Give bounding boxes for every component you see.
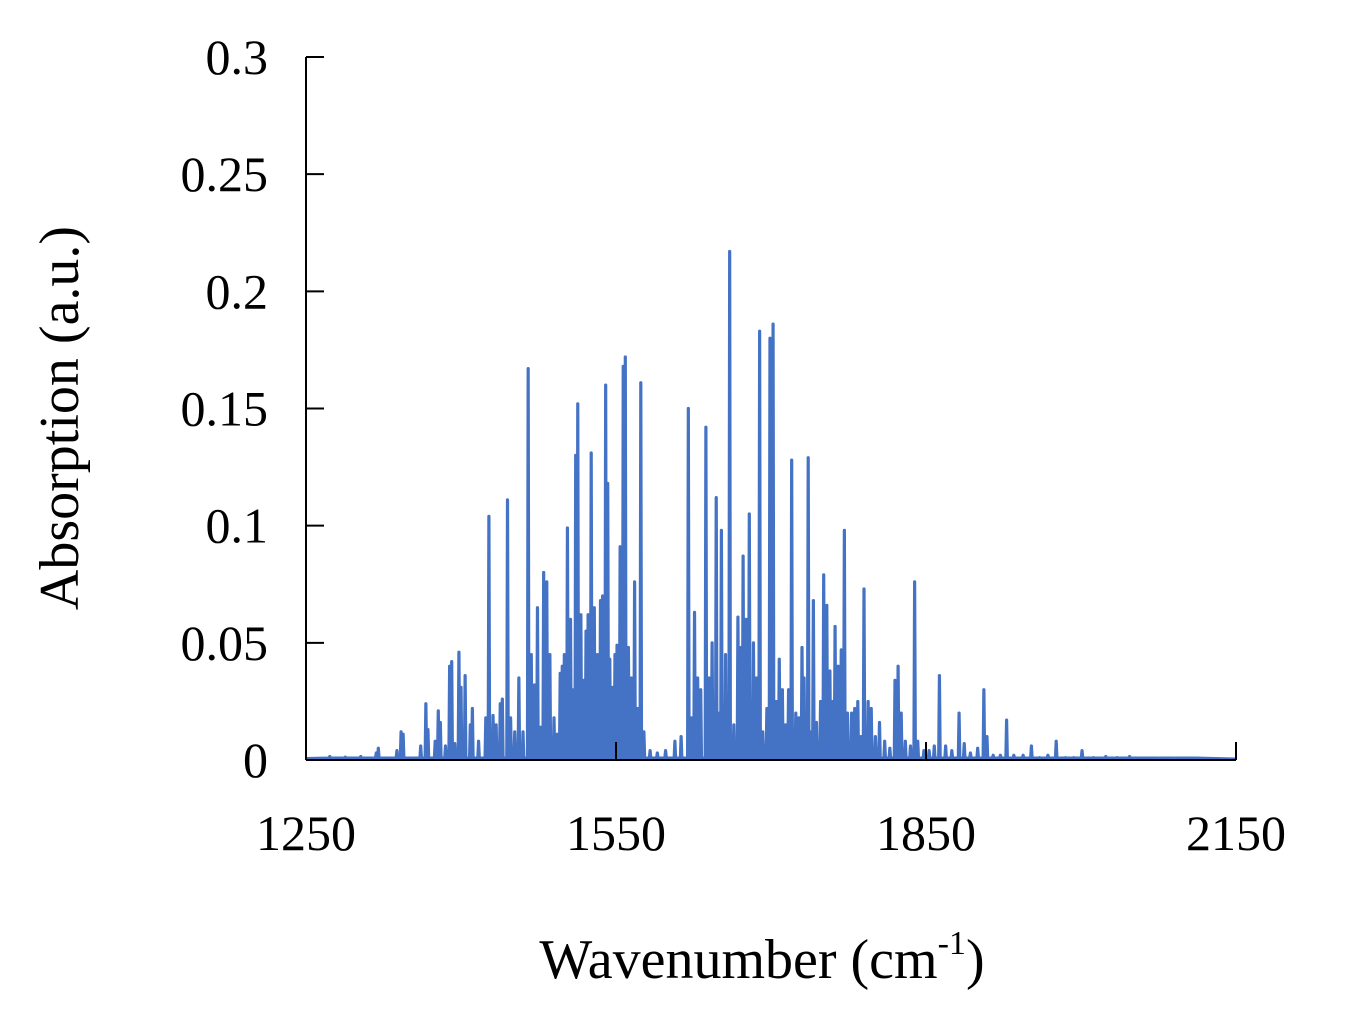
x-tick-label: 1850 bbox=[876, 805, 976, 861]
x-axis-title-superscript: -1 bbox=[938, 925, 966, 962]
x-tick-label: 1550 bbox=[566, 805, 666, 861]
y-tick-label: 0.15 bbox=[181, 381, 269, 437]
y-tick-label: 0.1 bbox=[206, 498, 269, 554]
spectrum-series-group bbox=[305, 249, 1237, 761]
x-axis-title: Wavenumber (cm-1) bbox=[539, 925, 984, 991]
y-tick-label: 0 bbox=[243, 732, 268, 788]
x-tick-label: 2150 bbox=[1186, 805, 1286, 861]
x-ticks-group: 1250 1550 1850 2150 bbox=[256, 742, 1286, 861]
y-axis-title: Absorption (a.u.) bbox=[29, 226, 91, 610]
x-axis-title-main: Wavenumber (cm bbox=[539, 929, 937, 991]
spectrum-line bbox=[305, 249, 1237, 761]
x-axis-title-suffix: ) bbox=[966, 929, 985, 991]
y-tick-label: 0.05 bbox=[181, 615, 269, 671]
y-tick-label: 0.3 bbox=[206, 29, 269, 85]
y-ticks-group: 0 0.05 0.1 0.15 0.2 0.25 0.3 bbox=[181, 29, 324, 788]
x-tick-label: 1250 bbox=[256, 805, 356, 861]
y-tick-label: 0.25 bbox=[181, 146, 269, 202]
y-tick-label: 0.2 bbox=[206, 263, 269, 319]
